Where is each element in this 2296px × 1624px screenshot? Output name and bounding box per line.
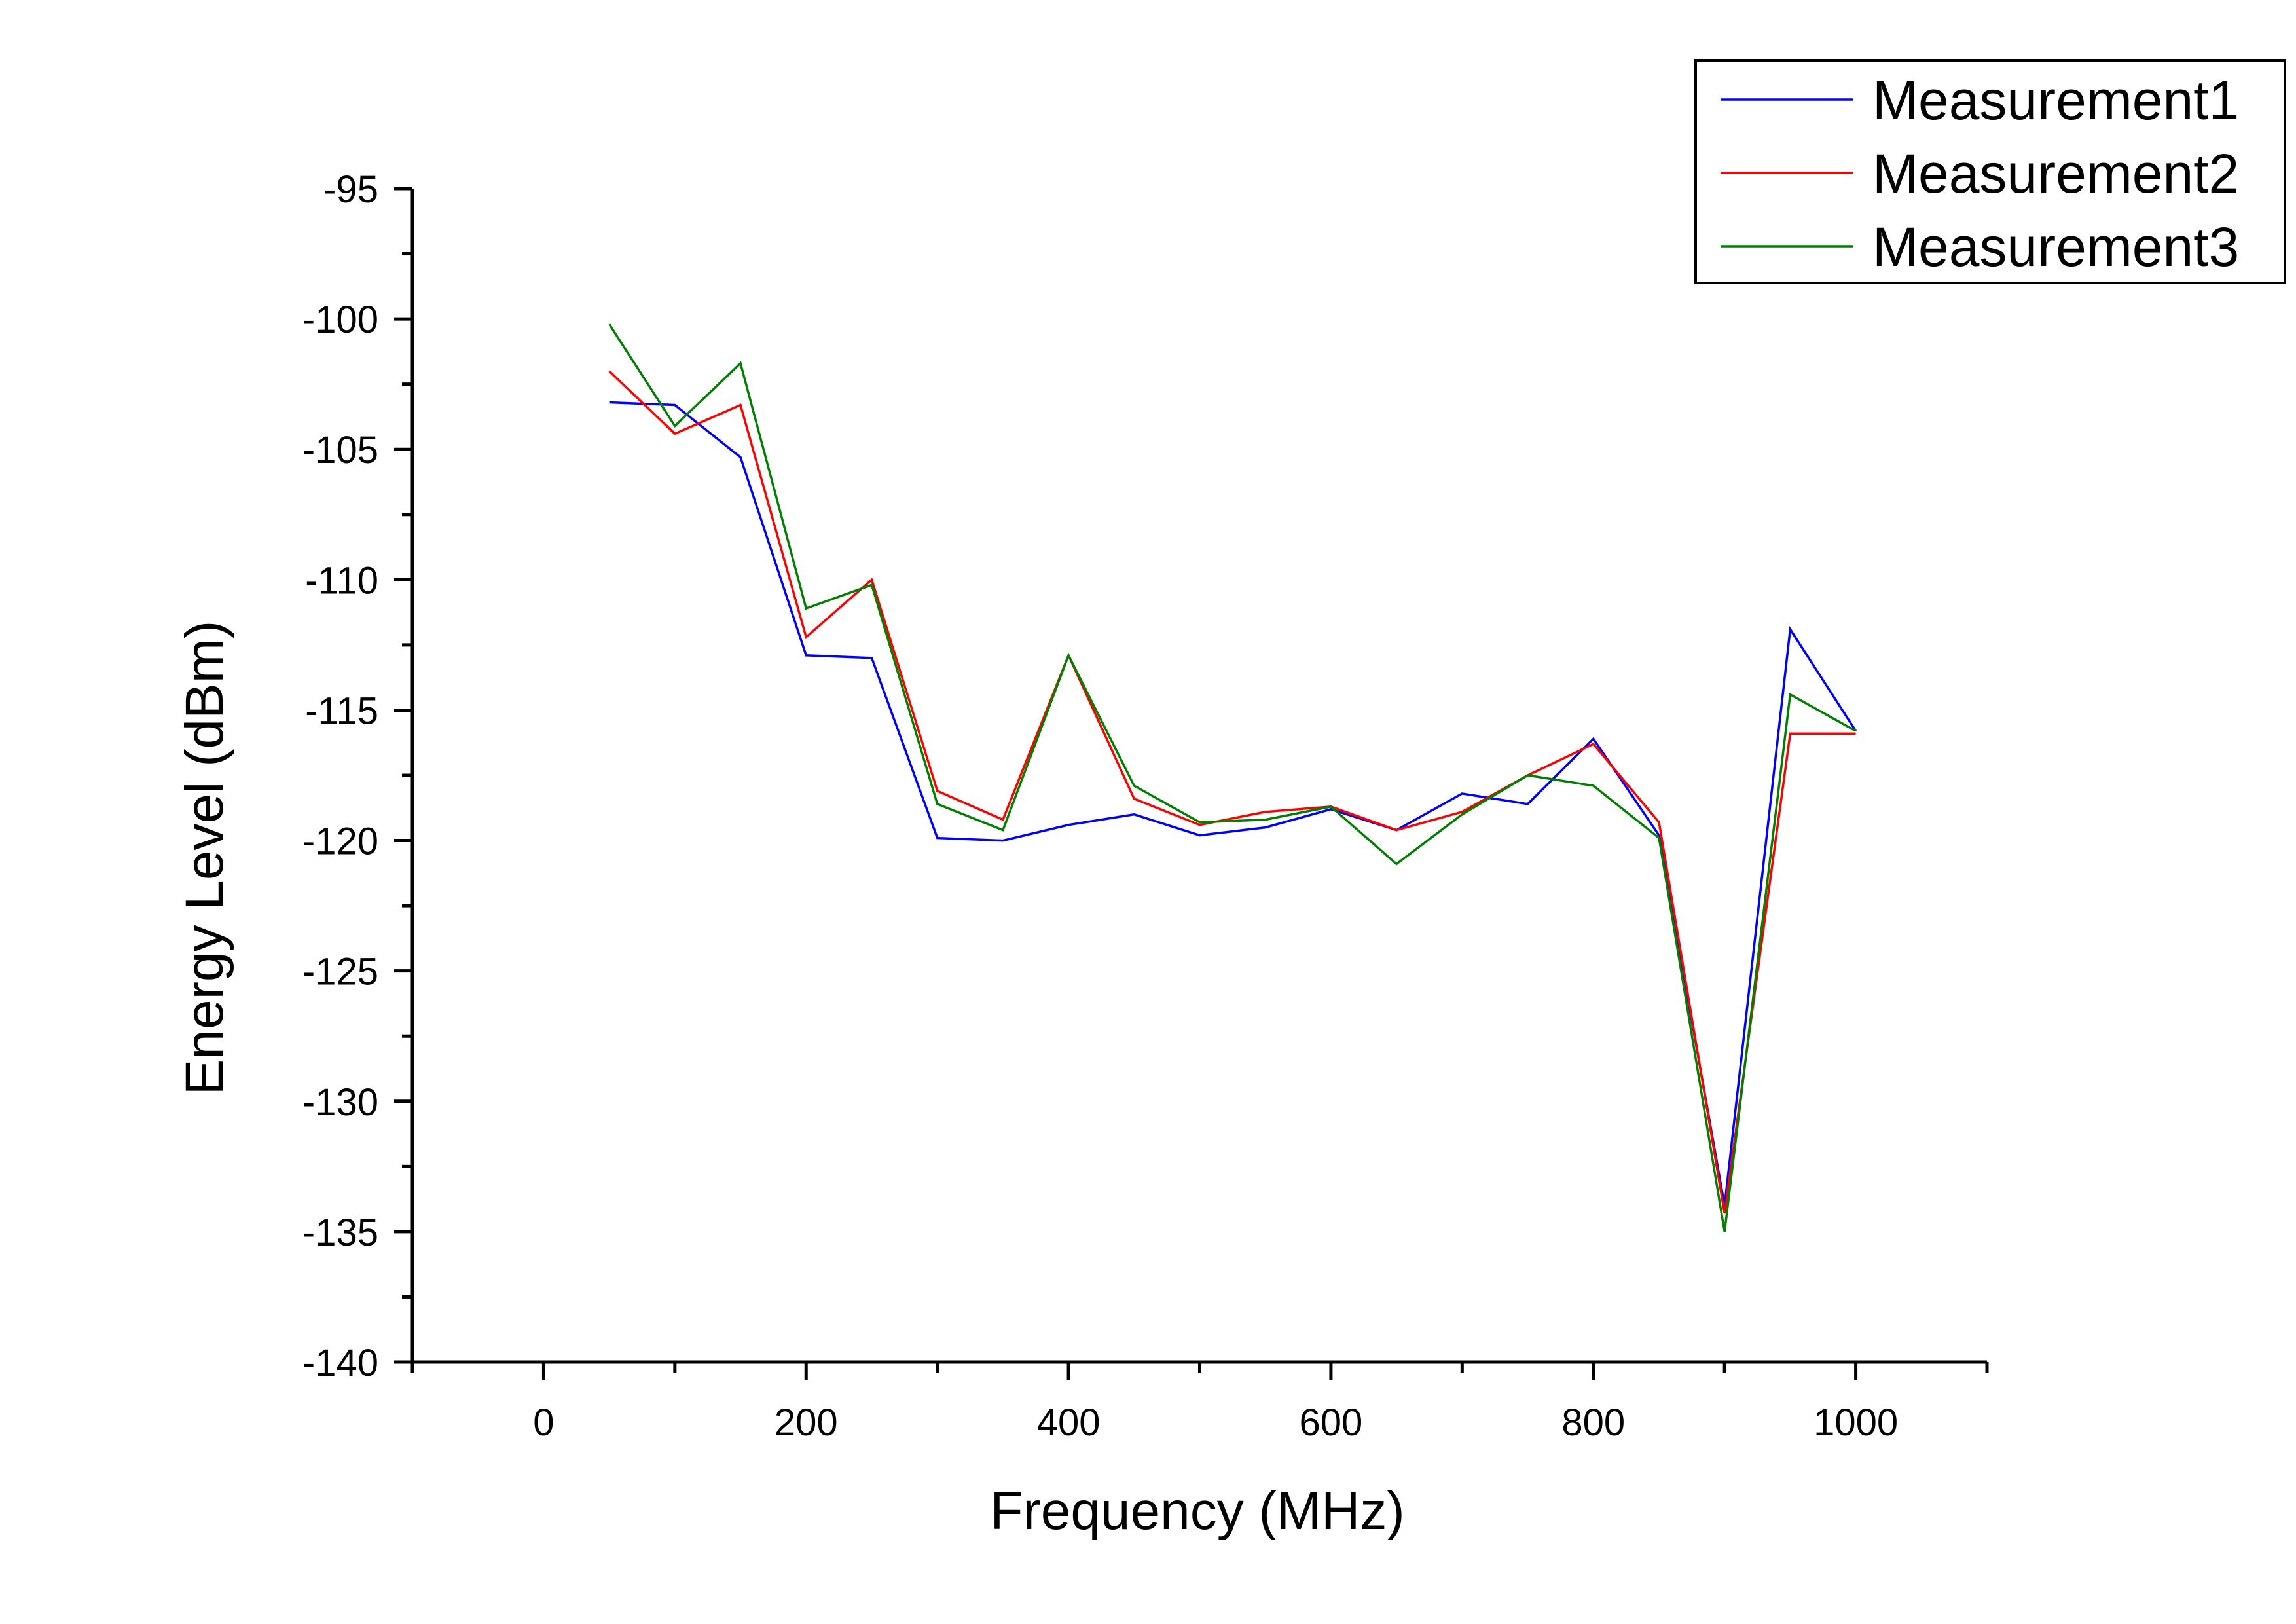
y-tick-label: -100 bbox=[302, 299, 378, 341]
x-axis: 0 200 400 600 800 1000 bbox=[410, 1360, 1989, 1444]
x-axis-title: Frequency (MHz) bbox=[990, 1481, 1404, 1541]
x-tick-label: 400 bbox=[1037, 1401, 1101, 1444]
y-tick-label: -140 bbox=[302, 1342, 378, 1384]
x-tick-label: 200 bbox=[774, 1401, 838, 1444]
legend-label: Measurement2 bbox=[1872, 143, 2239, 204]
series-line-measurement1 bbox=[609, 401, 1857, 1206]
y-tick-label: -120 bbox=[302, 821, 378, 863]
y-tick-label: -105 bbox=[302, 429, 378, 471]
y-tick-label: -95 bbox=[323, 168, 378, 211]
series-line-measurement3 bbox=[608, 323, 1857, 1232]
y-tick-label: -135 bbox=[302, 1211, 378, 1254]
series-group bbox=[608, 323, 1857, 1232]
y-tick-label: -110 bbox=[305, 559, 378, 602]
legend-label: Measurement1 bbox=[1872, 69, 2239, 131]
y-tick-label: -125 bbox=[302, 951, 378, 993]
y-axis: -140 -135 -130 -125 -120 -115 -110 -105 -100 -95 bbox=[302, 168, 414, 1384]
legend-label: Measurement3 bbox=[1872, 216, 2239, 278]
y-axis-title: Energy Level (dBm) bbox=[175, 621, 234, 1096]
y-tick-label: -130 bbox=[302, 1081, 378, 1124]
y-tick-label: -115 bbox=[305, 690, 378, 732]
x-tick-label: 800 bbox=[1561, 1401, 1625, 1444]
x-tick-label: 600 bbox=[1300, 1401, 1363, 1444]
series-line-measurement2 bbox=[608, 370, 1856, 1214]
x-tick-label: 0 bbox=[533, 1401, 554, 1444]
legend: Measurement1 Measurement2 Measurement3 bbox=[1694, 59, 2286, 284]
x-tick-label: 1000 bbox=[1813, 1401, 1898, 1444]
